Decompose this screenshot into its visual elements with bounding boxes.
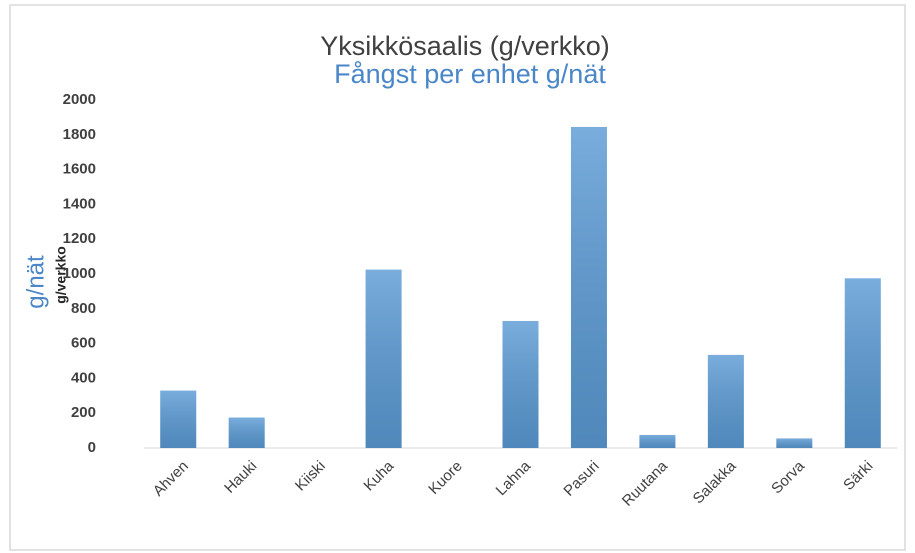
bar-shade: [228, 417, 265, 448]
y-tick-label: 0: [88, 439, 96, 456]
y-tick-label: 1200: [63, 230, 96, 247]
bar-shade: [570, 126, 607, 448]
y-axis-label: g/verkko: [53, 246, 69, 304]
y-axis-label-2: g/nät: [22, 255, 49, 309]
y-tick-label: 600: [71, 335, 96, 352]
y-tick-label: 1600: [63, 161, 96, 178]
y-tick-label: 400: [71, 369, 96, 386]
y-tick-label: 1400: [63, 195, 96, 212]
bar-shade: [365, 269, 402, 448]
y-tick-label: 200: [71, 404, 96, 421]
bar-shade: [639, 434, 676, 448]
bar-shade: [707, 354, 744, 448]
chart-subtitle: Fångst per enhet g/nät: [334, 59, 606, 89]
chart-frame: [9, 4, 906, 551]
bar-shade: [160, 390, 197, 448]
bar-shade: [776, 438, 813, 448]
bar-shade: [502, 320, 539, 448]
y-tick-label: 800: [71, 300, 96, 317]
y-tick-label: 2000: [63, 91, 96, 108]
y-tick-label: 1800: [63, 126, 96, 143]
y-tick-label: 1000: [63, 265, 96, 282]
chart-title: Yksikkösaalis (g/verkko): [320, 31, 610, 61]
bar-shade: [844, 278, 881, 448]
